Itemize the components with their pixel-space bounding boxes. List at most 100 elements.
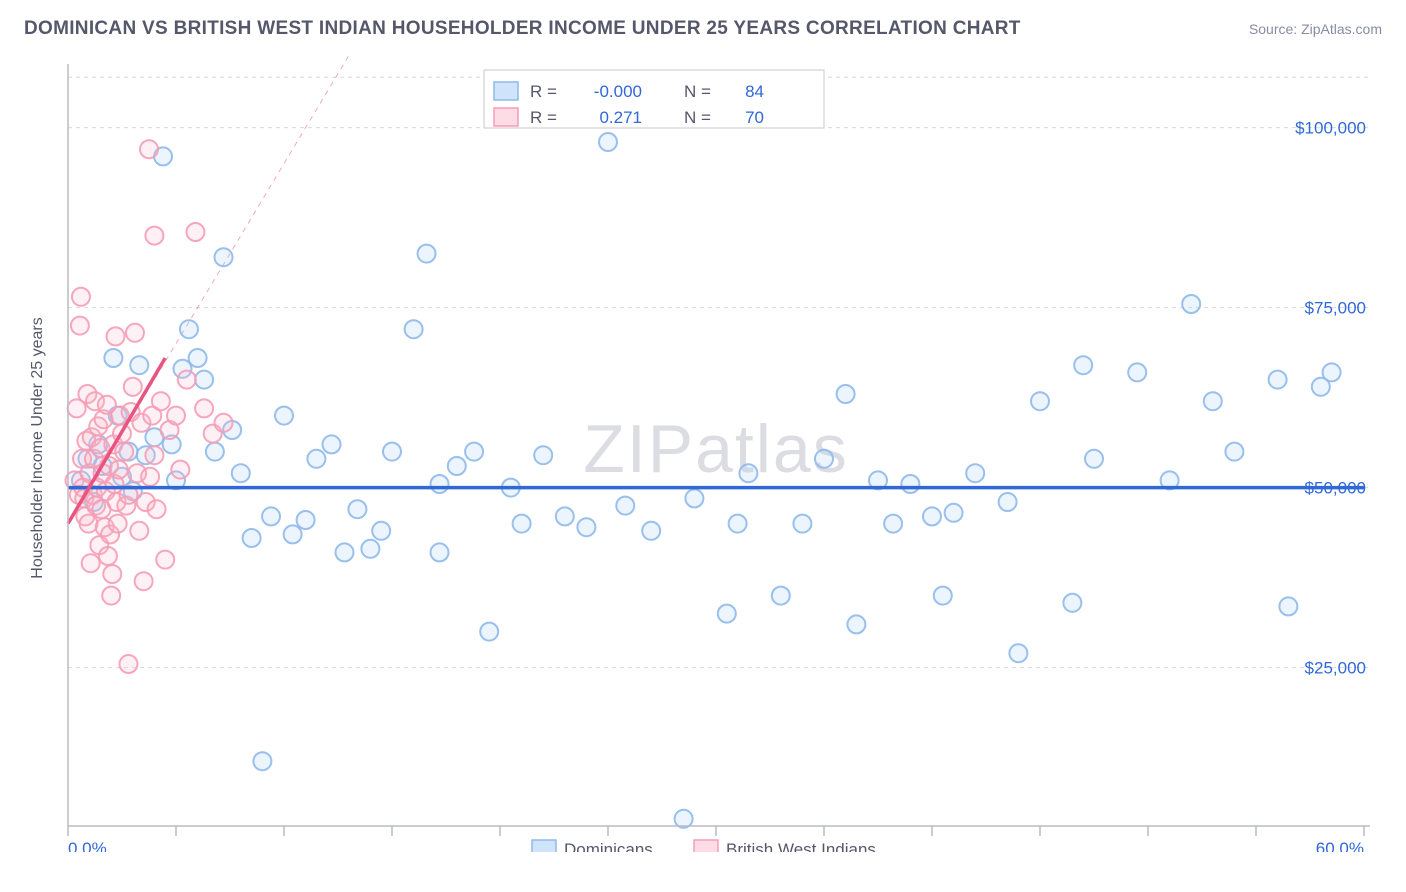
scatter-point [243, 529, 261, 547]
scatter-point [901, 475, 919, 493]
legend-n-value: 84 [745, 82, 764, 101]
scatter-point [141, 468, 159, 486]
scatter-point [577, 518, 595, 536]
scatter-point [431, 475, 449, 493]
scatter-point [206, 443, 224, 461]
scatter-point [115, 443, 133, 461]
scatter-point [323, 435, 341, 453]
scatter-point [275, 407, 293, 425]
scatter-point [361, 540, 379, 558]
legend-swatch [694, 840, 718, 852]
scatter-point [793, 515, 811, 533]
legend-n-label: N = [684, 82, 711, 101]
scatter-point [1279, 597, 1297, 615]
scatter-point [195, 371, 213, 389]
scatter-point [923, 507, 941, 525]
scatter-chart: ZIPatlas0.0%60.0%$25,000$50,000$75,000$1… [24, 56, 1382, 852]
scatter-point [884, 515, 902, 533]
scatter-point [215, 248, 233, 266]
scatter-point [1128, 363, 1146, 381]
x-tick-label: 0.0% [68, 839, 107, 852]
scatter-point [480, 623, 498, 641]
scatter-point [599, 133, 617, 151]
scatter-point [1063, 594, 1081, 612]
scatter-point [80, 515, 98, 533]
legend-r-value: 0.271 [599, 108, 642, 127]
scatter-point [107, 327, 125, 345]
scatter-point [348, 500, 366, 518]
scatter-point [405, 320, 423, 338]
scatter-point [82, 554, 100, 572]
scatter-point [186, 223, 204, 241]
scatter-point [556, 507, 574, 525]
scatter-point [253, 752, 271, 770]
scatter-point [167, 407, 185, 425]
legend-r-value: -0.000 [594, 82, 642, 101]
scatter-point [945, 504, 963, 522]
scatter-point [1225, 443, 1243, 461]
scatter-point [103, 565, 121, 583]
scatter-point [934, 587, 952, 605]
scatter-point [999, 493, 1017, 511]
legend-series-label: British West Indians [726, 840, 876, 852]
scatter-point [232, 464, 250, 482]
scatter-point [847, 615, 865, 633]
scatter-point [72, 288, 90, 306]
scatter-point [148, 500, 166, 518]
x-tick-label: 60.0% [1316, 839, 1364, 852]
scatter-point [335, 543, 353, 561]
scatter-point [1085, 450, 1103, 468]
scatter-point [262, 507, 280, 525]
scatter-point [178, 371, 196, 389]
scatter-point [102, 587, 120, 605]
scatter-point [104, 349, 122, 367]
scatter-point [616, 497, 634, 515]
scatter-point [124, 378, 142, 396]
scatter-point [1323, 363, 1341, 381]
scatter-point [418, 245, 436, 263]
scatter-point [156, 551, 174, 569]
scatter-point [126, 324, 144, 342]
scatter-point [110, 461, 128, 479]
scatter-point [675, 810, 693, 828]
scatter-point [307, 450, 325, 468]
y-tick-label: $25,000 [1305, 659, 1366, 678]
scatter-point [297, 511, 315, 529]
scatter-point [195, 399, 213, 417]
scatter-point [642, 522, 660, 540]
scatter-point [189, 349, 207, 367]
scatter-point [815, 450, 833, 468]
scatter-point [215, 414, 233, 432]
scatter-point [145, 446, 163, 464]
scatter-point [152, 392, 170, 410]
source-label: Source: ZipAtlas.com [1249, 21, 1382, 37]
scatter-point [109, 515, 127, 533]
scatter-point [739, 464, 757, 482]
scatter-point [513, 515, 531, 533]
y-tick-label: $100,000 [1295, 119, 1366, 138]
legend-r-label: R = [530, 108, 557, 127]
scatter-point [685, 489, 703, 507]
legend-r-label: R = [530, 82, 557, 101]
scatter-point [534, 446, 552, 464]
scatter-point [140, 140, 158, 158]
legend-swatch [494, 82, 518, 100]
scatter-point [180, 320, 198, 338]
scatter-point [431, 543, 449, 561]
scatter-point [448, 457, 466, 475]
chart-title: DOMINICAN VS BRITISH WEST INDIAN HOUSEHO… [24, 18, 1021, 40]
legend-n-label: N = [684, 108, 711, 127]
scatter-point [1269, 371, 1287, 389]
scatter-point [1031, 392, 1049, 410]
scatter-point [71, 317, 89, 335]
legend-n-value: 70 [745, 108, 764, 127]
y-tick-label: $50,000 [1305, 479, 1366, 498]
legend-swatch [532, 840, 556, 852]
legend-series-label: Dominicans [564, 840, 653, 852]
scatter-point [772, 587, 790, 605]
scatter-point [130, 522, 148, 540]
scatter-point [284, 525, 302, 543]
scatter-point [135, 572, 153, 590]
y-axis-label: Householder Income Under 25 years [29, 317, 46, 578]
scatter-point [1182, 295, 1200, 313]
